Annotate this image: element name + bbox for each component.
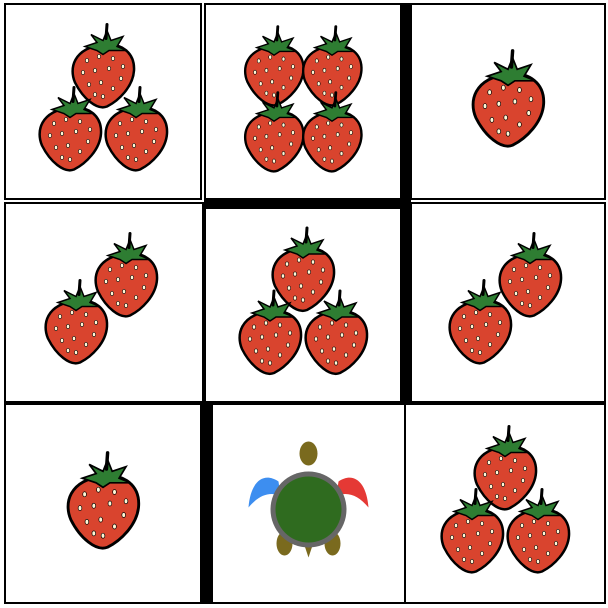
- grid-cell-r0c0: [4, 3, 202, 200]
- grid-cell-r1c2: [410, 202, 606, 403]
- grid-cell-r0c2: [410, 3, 606, 200]
- wall-r2c0-r2c1: [200, 403, 211, 604]
- strawberry-icon: [68, 453, 139, 548]
- strawberry-icon: [473, 51, 544, 146]
- strawberry-icon: [73, 25, 134, 108]
- grid-cell-r1c1: [204, 207, 402, 403]
- wall-r0c1-r1c1: [204, 199, 411, 209]
- grid-cell-r1c0: [4, 202, 204, 403]
- strawberry-icon: [96, 234, 157, 317]
- turtle-head: [300, 442, 318, 466]
- strawberry-icon: [303, 27, 361, 106]
- grid-cell-r2c0: [4, 403, 202, 604]
- grid-cell-r2c2: [404, 403, 606, 604]
- turtle-icon: [249, 442, 369, 558]
- grid-cell-r2c1: [211, 403, 406, 604]
- strawberry-icon: [273, 228, 334, 311]
- turtle-shell: [276, 477, 342, 543]
- wall-r1c1-r1c2: [401, 199, 411, 403]
- strawberry-icon: [500, 234, 561, 317]
- grid-cell-r0c1: [204, 3, 402, 200]
- wall-r0c1-r0c2: [401, 3, 411, 203]
- strawberry-icon: [245, 27, 303, 106]
- strawberry-icon: [475, 427, 536, 510]
